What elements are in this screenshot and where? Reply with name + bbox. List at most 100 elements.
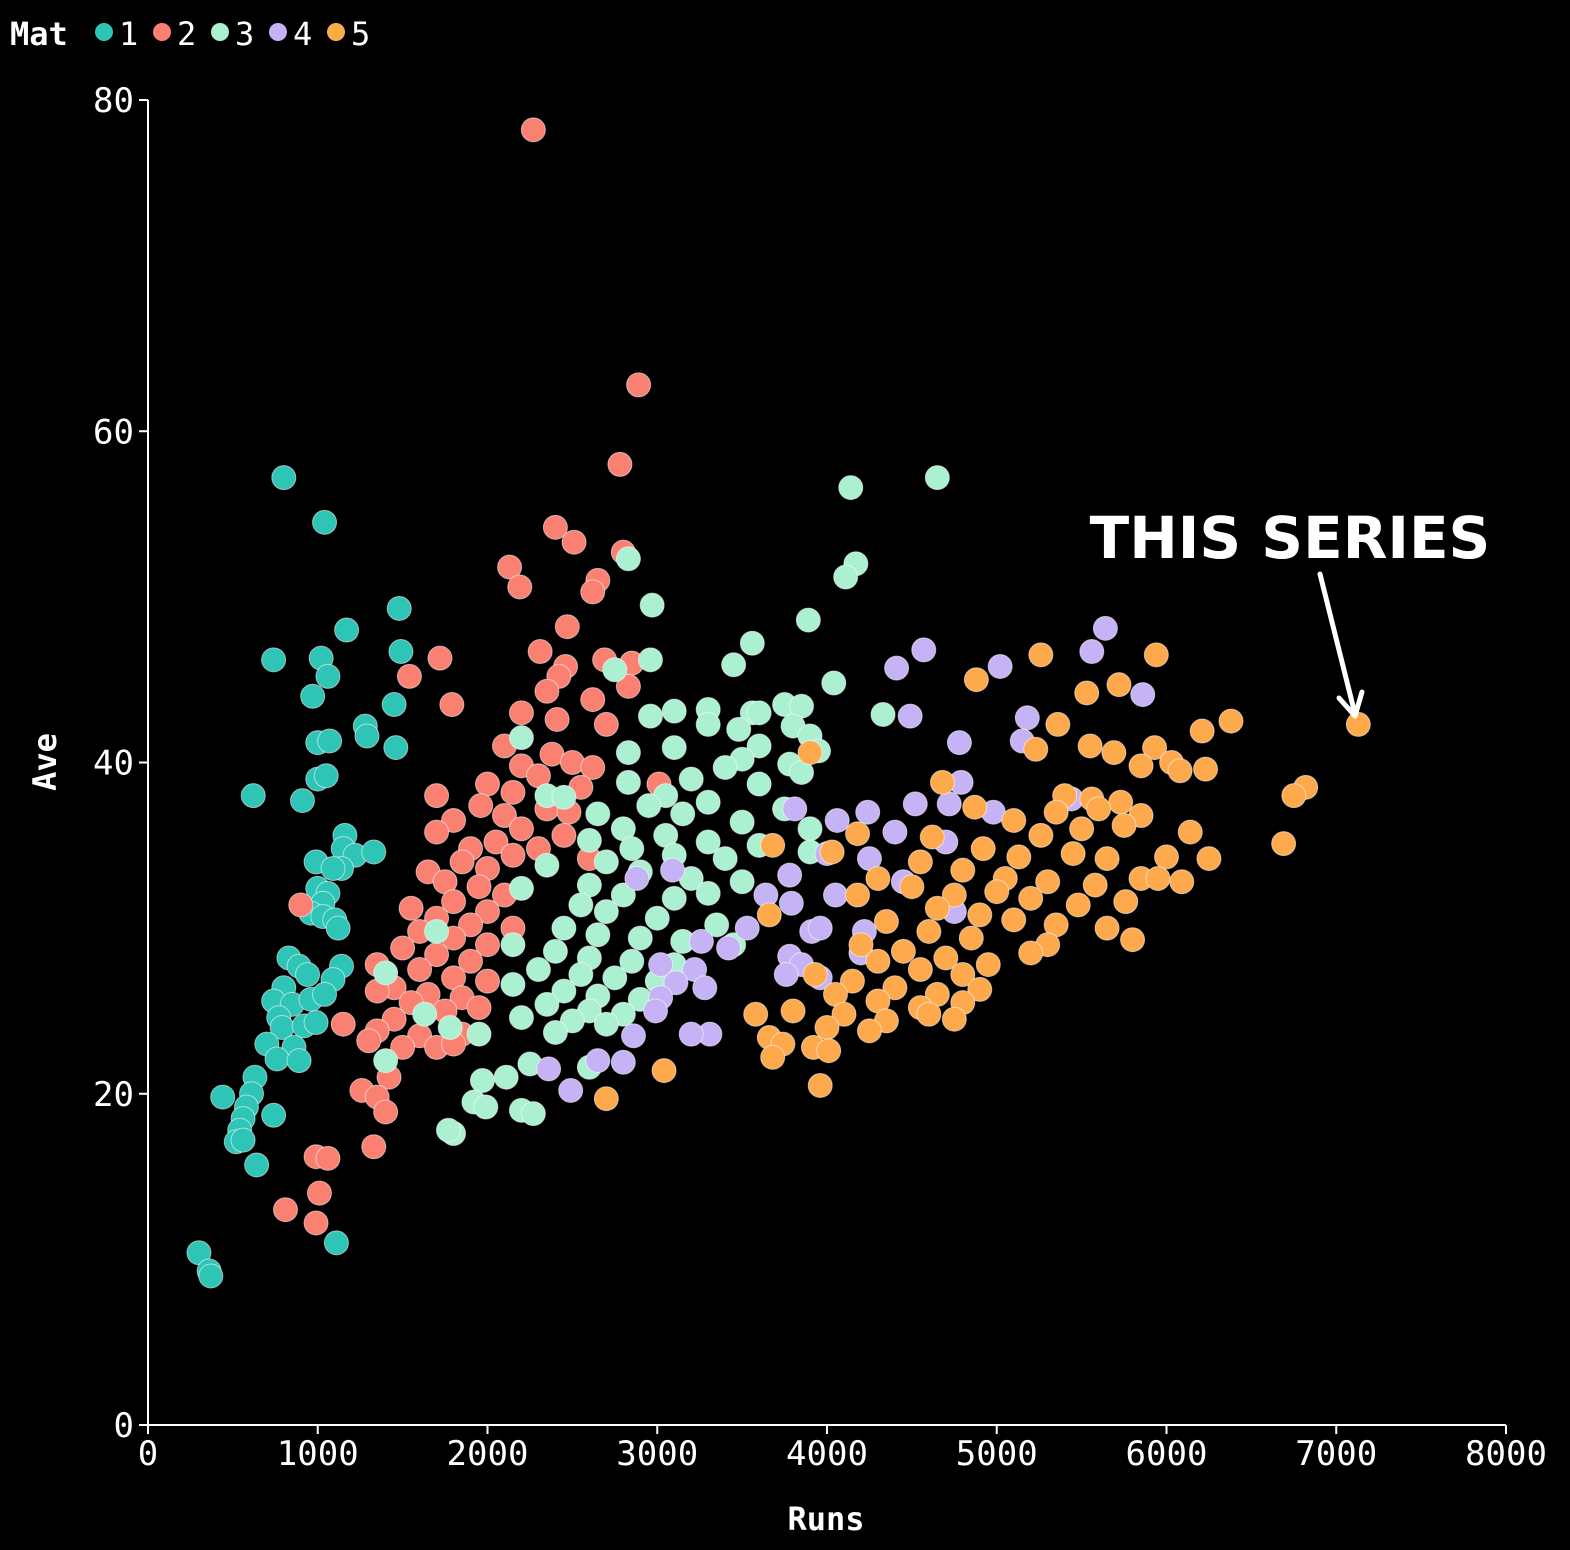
data-point — [907, 957, 933, 983]
data-point — [244, 1152, 270, 1178]
data-point — [941, 1006, 967, 1032]
data-point — [593, 1086, 619, 1112]
data-point — [386, 595, 412, 621]
data-point — [807, 915, 833, 941]
data-point — [1113, 889, 1139, 915]
data-point — [970, 836, 996, 862]
data-point — [475, 968, 500, 994]
data-point — [729, 869, 755, 895]
x-axis-title: Runs — [787, 1500, 864, 1538]
data-point — [1111, 812, 1137, 838]
series-5 — [593, 642, 1371, 1112]
data-point — [424, 783, 450, 809]
data-point — [1028, 642, 1054, 668]
data-point — [373, 1099, 399, 1125]
data-point — [361, 839, 387, 865]
x-tick-label: 2000 — [447, 1434, 529, 1474]
data-point — [795, 607, 821, 633]
data-point — [508, 875, 534, 901]
y-axis-ticks: 0 20 40 60 80 — [93, 81, 148, 1446]
data-point — [746, 733, 772, 759]
data-point — [907, 849, 933, 875]
data-point — [1143, 642, 1169, 668]
data-point — [315, 1145, 341, 1171]
data-point — [373, 960, 399, 986]
data-point — [602, 965, 628, 991]
data-point — [695, 829, 721, 855]
data-point — [1018, 940, 1044, 966]
annotation-arrow-head — [1336, 689, 1365, 719]
legend-label-5: 5 — [351, 15, 370, 53]
legend-label-3: 3 — [235, 15, 254, 53]
data-point — [561, 529, 587, 555]
y-tick-label: 0 — [114, 1406, 134, 1446]
data-point — [615, 769, 641, 795]
data-point — [882, 819, 908, 845]
data-point — [1108, 789, 1134, 815]
data-point — [466, 995, 492, 1021]
data-point — [390, 1034, 416, 1060]
data-point — [816, 1038, 842, 1064]
x-tick-label: 3000 — [616, 1434, 698, 1474]
data-point — [873, 909, 899, 934]
data-point — [303, 1210, 329, 1236]
x-tick-label: 8000 — [1465, 1434, 1547, 1474]
data-point — [551, 822, 577, 848]
data-point — [1060, 841, 1086, 867]
data-point — [712, 846, 738, 872]
data-point — [624, 865, 650, 891]
data-point — [356, 1028, 382, 1054]
data-point — [1074, 680, 1100, 706]
data-point — [746, 700, 772, 726]
data-point — [760, 1044, 786, 1070]
data-point — [390, 935, 416, 961]
legend: Mat 1 2 3 4 5 — [10, 15, 370, 53]
data-point — [663, 970, 689, 996]
data-point — [306, 1180, 332, 1206]
data-point — [902, 791, 928, 817]
series-1 — [186, 465, 414, 1289]
data-point — [782, 796, 808, 822]
data-point — [1028, 822, 1054, 848]
data-point — [627, 925, 653, 951]
data-point — [882, 975, 908, 1001]
data-point — [449, 849, 475, 875]
data-point — [240, 783, 266, 809]
data-point — [361, 1134, 387, 1160]
data-point — [620, 1023, 646, 1049]
plot-points — [186, 117, 1371, 1289]
data-point — [325, 915, 351, 941]
data-point — [1281, 783, 1307, 809]
legend-swatch-3 — [211, 23, 229, 41]
annotation-text: THIS SERIES — [1090, 504, 1491, 572]
data-point — [493, 1064, 519, 1090]
data-point — [580, 579, 606, 605]
data-point — [317, 728, 343, 754]
x-tick-label: 1000 — [277, 1434, 359, 1474]
data-point — [648, 952, 674, 978]
data-point — [1094, 915, 1120, 941]
data-point — [661, 698, 687, 724]
data-point — [475, 932, 500, 958]
data-point — [544, 706, 570, 732]
data-point — [313, 763, 339, 789]
data-point — [500, 842, 526, 868]
data-point — [1142, 735, 1168, 761]
annotation: THIS SERIES — [1090, 504, 1491, 719]
data-point — [500, 932, 526, 958]
data-point — [500, 779, 526, 805]
data-point — [568, 962, 594, 987]
data-point — [619, 948, 645, 974]
data-point — [660, 857, 686, 883]
data-point — [1120, 927, 1146, 953]
data-point — [916, 918, 942, 944]
data-point — [542, 514, 568, 540]
data-point — [615, 740, 641, 766]
data-point — [1045, 711, 1071, 737]
data-point — [1177, 819, 1203, 845]
data-point — [330, 1011, 356, 1037]
data-point — [963, 667, 989, 693]
data-point — [643, 998, 669, 1024]
data-point — [1196, 846, 1222, 872]
data-point — [651, 1058, 677, 1084]
